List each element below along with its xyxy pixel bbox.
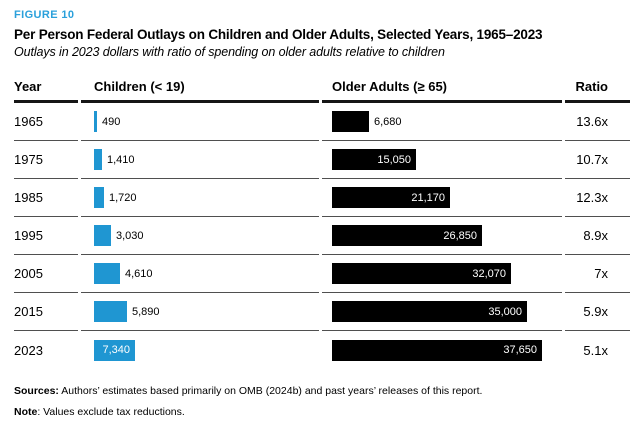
children-bar xyxy=(94,263,120,284)
table-row: 1995 3,030 26,850 8.9x xyxy=(14,217,630,255)
figure-footer: Sources: Authors’ estimates based primar… xyxy=(14,385,630,418)
children-bar-wrap: 490 xyxy=(94,111,319,132)
column-header-older-adults: Older Adults (≥ 65) xyxy=(322,76,562,103)
ratio-value: 13.6x xyxy=(565,103,630,141)
children-bar-wrap: 1,720 xyxy=(94,187,319,208)
ratio-value: 5.9x xyxy=(565,293,630,331)
figure-title: Per Person Federal Outlays on Children a… xyxy=(14,27,543,42)
children-cell: 7,340 xyxy=(81,331,319,369)
children-cell: 490 xyxy=(81,103,319,141)
ratio-value: 5.1x xyxy=(583,342,608,358)
children-bar xyxy=(94,149,102,170)
older-adults-bar: 26,850 xyxy=(332,225,482,246)
table-row: 1975 1,410 15,050 10.7x xyxy=(14,141,630,179)
ratio-value: 8.9x xyxy=(565,217,630,255)
older-adults-cell: 32,070 xyxy=(322,255,562,293)
bar-value-label: 6,680 xyxy=(374,115,402,128)
bar-value-label: 1,720 xyxy=(109,191,137,204)
note-label: Note xyxy=(14,406,38,418)
table-body: 1965 490 6,680 13.6x 1975 1,410 15,050 10.7x 198… xyxy=(14,103,630,369)
year-label: 2023 xyxy=(14,342,43,358)
children-bar-wrap: 1,410 xyxy=(94,149,319,170)
children-bar-wrap: 3,030 xyxy=(94,225,319,246)
older-adults-bar-wrap: 37,650 xyxy=(332,339,562,361)
bar-value-label: 3,030 xyxy=(116,229,144,242)
older-adults-cell: 37,650 xyxy=(322,331,562,369)
bar-value-label: 7,340 xyxy=(102,344,130,356)
children-cell: 5,890 xyxy=(81,293,319,331)
table-row: 1985 1,720 21,170 12.3x xyxy=(14,179,630,217)
older-adults-bar: 35,000 xyxy=(332,301,527,322)
bar-value-label: 21,170 xyxy=(411,191,445,204)
year-label: 1965 xyxy=(14,103,78,141)
children-cell: 3,030 xyxy=(81,217,319,255)
children-bar-wrap: 7,340 xyxy=(94,339,319,361)
values-note: Note: Values exclude tax reductions. xyxy=(14,406,630,418)
year-label: 1985 xyxy=(14,179,78,217)
children-bar xyxy=(94,225,111,246)
sources-note: Sources: Authors’ estimates based primar… xyxy=(14,385,630,397)
children-bar xyxy=(94,111,97,132)
column-header-ratio: Ratio xyxy=(565,76,630,103)
bar-value-label: 1,410 xyxy=(107,153,135,166)
figure-container: FIGURE 10 Per Person Federal Outlays on … xyxy=(14,9,630,418)
table-row: 2023 7,340 37,650 5.1x xyxy=(14,331,630,369)
bar-value-label: 26,850 xyxy=(443,229,477,242)
children-cell: 1,410 xyxy=(81,141,319,179)
figure-label: FIGURE 10 xyxy=(14,9,75,21)
children-bar-wrap: 4,610 xyxy=(94,263,319,284)
older-adults-bar: 21,170 xyxy=(332,187,450,208)
bar-value-label: 490 xyxy=(102,115,121,128)
note-text: : Values exclude tax reductions. xyxy=(37,406,185,418)
ratio-value: 12.3x xyxy=(565,179,630,217)
children-bar xyxy=(94,301,127,322)
older-adults-cell: 6,680 xyxy=(322,103,562,141)
older-adults-bar: 32,070 xyxy=(332,263,511,284)
children-bar xyxy=(94,187,104,208)
older-adults-bar xyxy=(332,111,369,132)
older-adults-bar-wrap: 6,680 xyxy=(332,111,562,132)
bar-value-label: 37,650 xyxy=(503,344,537,356)
table-row: 1965 490 6,680 13.6x xyxy=(14,103,630,141)
children-cell: 4,610 xyxy=(81,255,319,293)
year-label: 2005 xyxy=(14,255,78,293)
ratio-value: 10.7x xyxy=(565,141,630,179)
older-adults-bar-wrap: 21,170 xyxy=(332,187,562,208)
table-row: 2005 4,610 32,070 7x xyxy=(14,255,630,293)
older-adults-bar: 37,650 xyxy=(332,339,542,361)
bar-value-label: 35,000 xyxy=(488,305,522,318)
sources-label: Sources: xyxy=(14,385,59,397)
older-adults-cell: 15,050 xyxy=(322,141,562,179)
ratio-value: 7x xyxy=(565,255,630,293)
table-header-row: Year Children (< 19) Older Adults (≥ 65)… xyxy=(14,76,630,103)
column-header-children: Children (< 19) xyxy=(81,76,319,103)
table-row: 2015 5,890 35,000 5.9x xyxy=(14,293,630,331)
year-label: 1995 xyxy=(14,217,78,255)
bar-value-label: 32,070 xyxy=(472,267,506,280)
year-label: 1975 xyxy=(14,141,78,179)
older-adults-bar-wrap: 15,050 xyxy=(332,149,562,170)
outlays-table: Year Children (< 19) Older Adults (≥ 65)… xyxy=(14,76,630,369)
children-bar: 7,340 xyxy=(94,339,135,361)
figure-subtitle: Outlays in 2023 dollars with ratio of sp… xyxy=(14,45,445,59)
column-header-year: Year xyxy=(14,76,78,103)
older-adults-bar-wrap: 35,000 xyxy=(332,301,562,322)
bar-value-label: 5,890 xyxy=(132,305,160,318)
children-bar-wrap: 5,890 xyxy=(94,301,319,322)
bar-value-label: 4,610 xyxy=(125,267,153,280)
older-adults-cell: 35,000 xyxy=(322,293,562,331)
older-adults-cell: 26,850 xyxy=(322,217,562,255)
older-adults-bar: 15,050 xyxy=(332,149,416,170)
older-adults-bar-wrap: 26,850 xyxy=(332,225,562,246)
sources-text: Authors’ estimates based primarily on OM… xyxy=(58,385,483,397)
children-cell: 1,720 xyxy=(81,179,319,217)
bar-value-label: 15,050 xyxy=(377,153,411,166)
older-adults-bar-wrap: 32,070 xyxy=(332,263,562,284)
year-label: 2015 xyxy=(14,293,78,331)
older-adults-cell: 21,170 xyxy=(322,179,562,217)
